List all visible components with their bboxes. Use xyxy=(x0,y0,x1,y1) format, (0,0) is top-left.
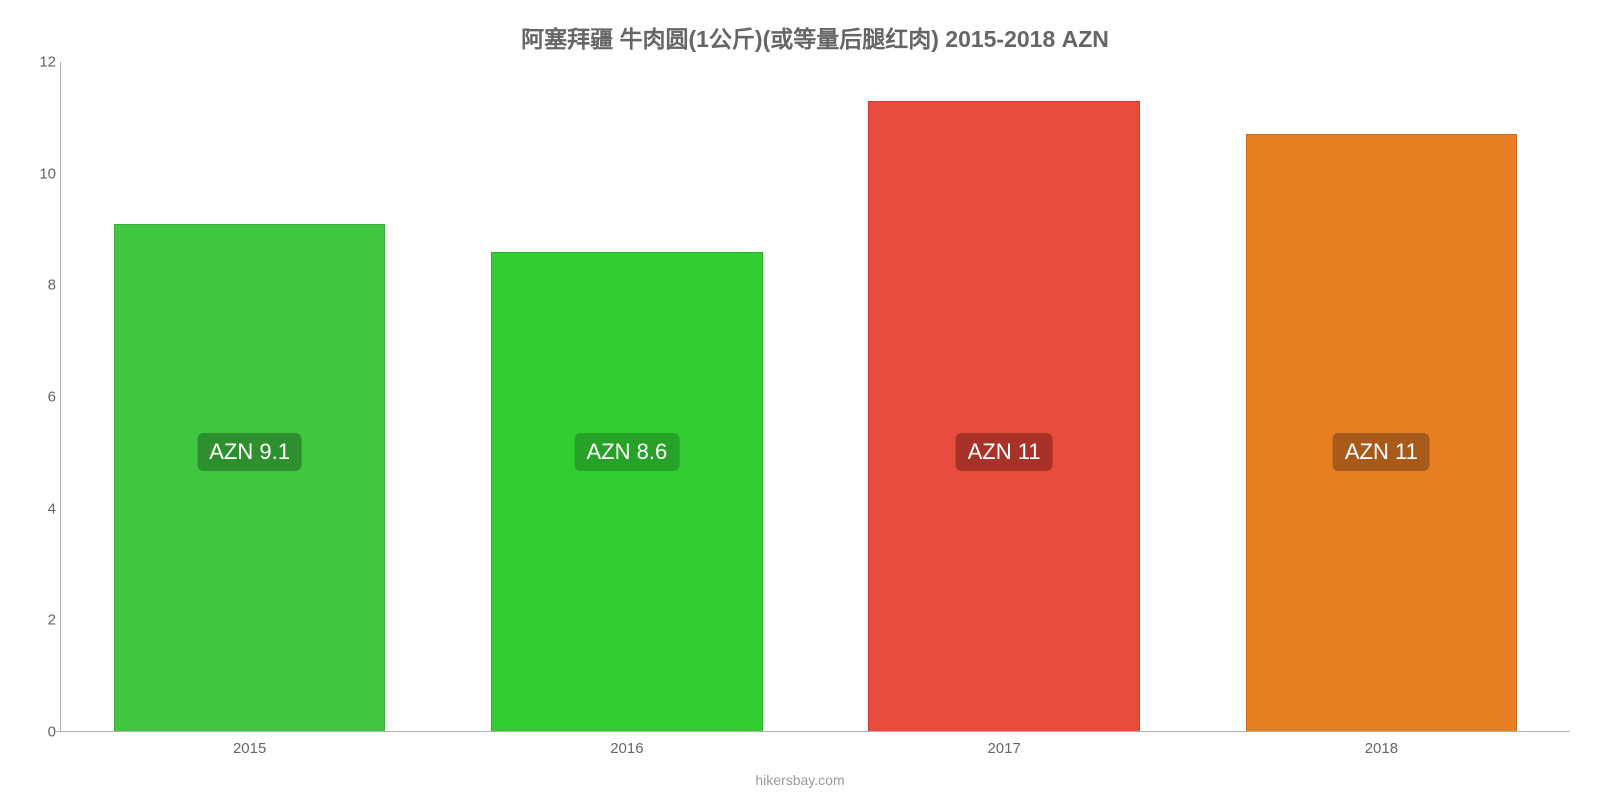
price-bar-chart: 阿塞拜疆 牛肉圆(1公斤)(或等量后腿红肉) 2015-2018 AZN 024… xyxy=(60,20,1570,740)
x-tick-label: 2016 xyxy=(438,740,815,757)
bar-slot: AZN 9.1 xyxy=(61,62,438,731)
attribution: hikersbay.com xyxy=(0,772,1600,788)
x-axis-labels: 2015201620172018 xyxy=(61,740,1570,757)
y-tick-label: 4 xyxy=(20,500,56,517)
bar-slot: AZN 11 xyxy=(816,62,1193,731)
y-tick-label: 10 xyxy=(20,165,56,182)
axis-origin-tick xyxy=(55,731,61,732)
plot-area: 024681012 AZN 9.1AZN 8.6AZN 11AZN 11 201… xyxy=(60,62,1570,732)
bar-value-label: AZN 11 xyxy=(1333,433,1430,471)
bar-value-label: AZN 9.1 xyxy=(197,433,302,471)
x-tick-label: 2015 xyxy=(61,740,438,757)
bar-value-label: AZN 11 xyxy=(956,433,1053,471)
bar: AZN 11 xyxy=(1246,134,1518,731)
chart-title: 阿塞拜疆 牛肉圆(1公斤)(或等量后腿红肉) 2015-2018 AZN xyxy=(60,20,1570,54)
bar: AZN 11 xyxy=(868,101,1140,731)
y-tick-label: 8 xyxy=(20,277,56,294)
bar-slot: AZN 11 xyxy=(1193,62,1570,731)
y-axis: 024681012 xyxy=(20,62,56,732)
y-tick-label: 2 xyxy=(20,612,56,629)
bars-container: AZN 9.1 AZN 8.6 AZN 11 AZN 11 xyxy=(61,62,1570,731)
y-tick-label: 0 xyxy=(20,724,56,741)
plot: AZN 9.1AZN 8.6AZN 11AZN 11 2015201620172… xyxy=(60,62,1570,732)
bar-slot: AZN 8.6 xyxy=(438,62,815,731)
bar: AZN 9.1 xyxy=(114,224,386,731)
bar-value-label: AZN 8.6 xyxy=(575,433,680,471)
bar: AZN 8.6 xyxy=(491,252,763,731)
x-tick-label: 2017 xyxy=(816,740,1193,757)
y-tick-label: 12 xyxy=(20,54,56,71)
y-tick-label: 6 xyxy=(20,389,56,406)
x-tick-label: 2018 xyxy=(1193,740,1570,757)
